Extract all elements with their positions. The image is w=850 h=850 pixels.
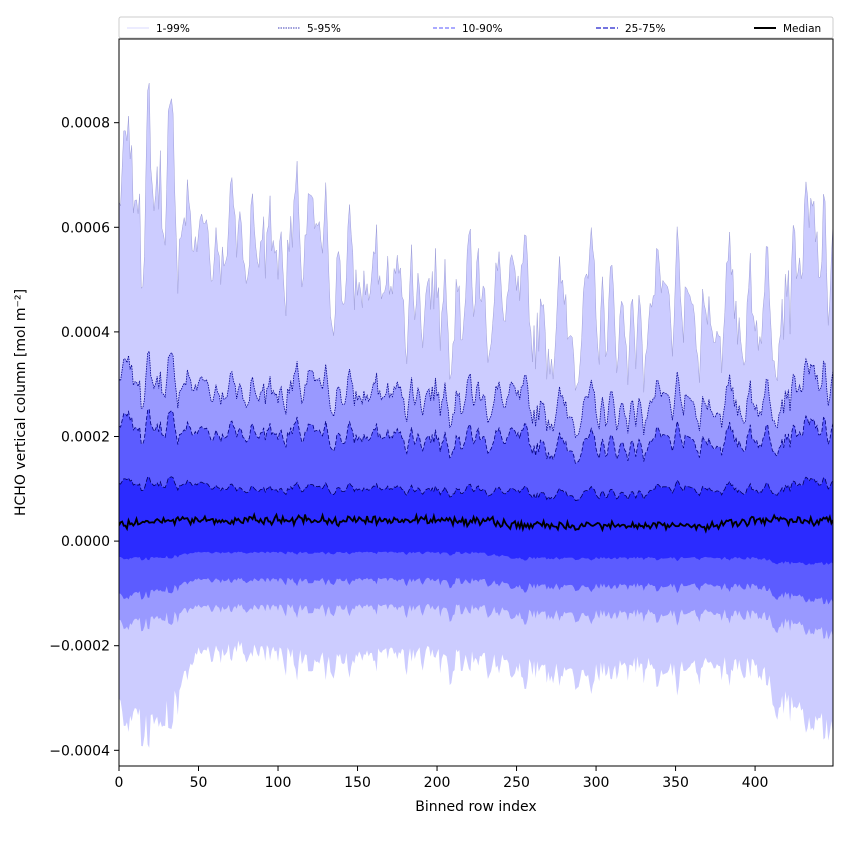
band-edge-1-99% [119, 82, 833, 393]
x-tick-label: 250 [503, 775, 530, 791]
y-tick-label: 0.0006 [61, 220, 110, 236]
y-tick-label: 0.0004 [61, 325, 110, 341]
y-axis-ticks: −0.0004 −0.0002 0.0000 0.0002 0.0004 0.0006 0.… [49, 116, 119, 759]
x-tick-label: 0 [115, 775, 124, 791]
y-tick-label: −0.0002 [49, 639, 110, 655]
legend-label: 25-75% [625, 23, 666, 35]
x-tick-label: 350 [662, 775, 689, 791]
plot-area [119, 82, 833, 748]
legend-label: Median [783, 23, 821, 35]
x-axis-title: Binned row index [415, 799, 536, 815]
x-tick-label: 200 [424, 775, 451, 791]
plot-frame [118, 38, 834, 767]
y-tick-label: −0.0004 [49, 743, 110, 759]
legend-label: 5-95% [307, 23, 341, 35]
legend-box [118, 16, 834, 39]
x-tick-label: 50 [190, 775, 208, 791]
x-tick-label: 400 [742, 775, 769, 791]
y-tick-label: 0.0008 [61, 116, 110, 132]
y-axis-title: HCHO vertical column [mol m⁻²] [13, 289, 29, 516]
band-edge-5-95% [119, 350, 833, 439]
legend-label: 1-99% [156, 23, 190, 35]
median-line [119, 511, 833, 534]
y-tick-label: 0.0000 [61, 534, 110, 550]
legend: 1-99% 5-95% 10-90% 25-75% Median [118, 16, 834, 39]
legend-label: 10-90% [462, 23, 503, 35]
x-tick-label: 100 [265, 775, 292, 791]
x-tick-label: 150 [344, 775, 371, 791]
band-edge-10-90% [119, 408, 833, 464]
y-tick-label: 0.0002 [61, 429, 110, 445]
x-axis-ticks: 0 50 100 150 200 250 300 350 400 [115, 766, 769, 791]
x-tick-label: 300 [583, 775, 610, 791]
